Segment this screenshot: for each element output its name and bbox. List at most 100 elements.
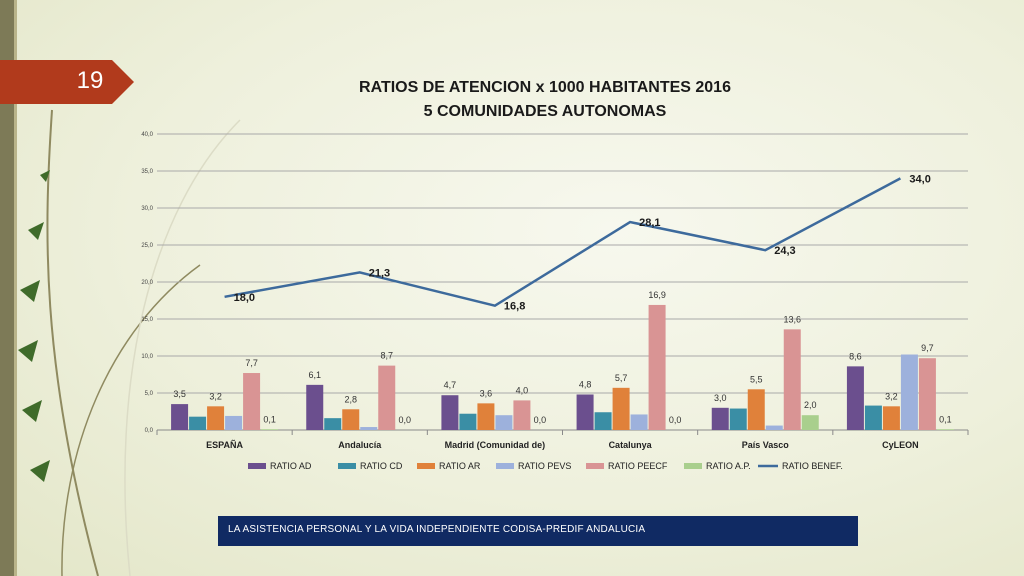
bar: [594, 412, 612, 430]
y-tick-label: 25,0: [141, 243, 153, 249]
bar-data-label: 4,8: [579, 379, 592, 389]
bar: [306, 384, 324, 430]
bar: [630, 414, 648, 430]
bar: [747, 389, 765, 430]
bar-data-label: 8,6: [849, 351, 862, 361]
bar-data-label: 13,6: [783, 314, 801, 324]
line-data-label: 21,3: [369, 267, 390, 279]
line-data-label: 16,8: [504, 301, 525, 313]
bar: [189, 416, 207, 430]
bar-data-label: 5,5: [750, 374, 763, 384]
bar: [360, 427, 378, 430]
legend-swatch: [248, 463, 266, 469]
slide-number-tab: [0, 60, 134, 104]
bar-data-label: 3,2: [885, 391, 898, 401]
y-tick-label: 20,0: [141, 280, 153, 286]
bar: [882, 406, 900, 430]
left-accent-bar: [0, 0, 14, 576]
line-data-label: 18,0: [234, 292, 255, 304]
bar: [342, 409, 360, 430]
y-tick-label: 5,0: [145, 391, 154, 397]
bar: [900, 354, 918, 430]
bar-data-label: 2,0: [804, 400, 817, 410]
y-tick-label: 35,0: [141, 169, 153, 175]
bar: [711, 407, 729, 430]
bar-data-label: 0,0: [669, 415, 682, 425]
category-label: País Vasco: [742, 440, 790, 450]
legend-label: RATIO AD: [270, 461, 312, 471]
y-tick-label: 10,0: [141, 354, 153, 360]
bar: [441, 395, 459, 430]
chart-subtitle: 5 COMUNIDADES AUTONOMAS: [423, 103, 667, 120]
y-tick-label: 40,0: [141, 132, 153, 138]
bar-data-label: 4,7: [444, 380, 457, 390]
bar: [936, 429, 954, 430]
benef-line: [224, 177, 902, 308]
bar: [495, 415, 513, 430]
legend-label: RATIO PEECF: [608, 461, 668, 471]
bar: [648, 304, 666, 430]
category-label: Catalunya: [609, 440, 653, 450]
legend-swatch: [496, 463, 514, 469]
bar: [801, 415, 819, 430]
footer-banner: [218, 516, 858, 546]
category-label: CyLEON: [882, 440, 919, 450]
bar: [765, 425, 783, 430]
bar: [477, 403, 495, 430]
y-tick-label: 30,0: [141, 206, 153, 212]
bar: [513, 400, 531, 430]
bar-data-label: 2,8: [344, 394, 357, 404]
bar: [261, 429, 279, 430]
bar: [378, 365, 396, 430]
y-tick-label: 15,0: [141, 317, 153, 323]
y-tick-label: 0,0: [145, 428, 154, 434]
bar: [864, 405, 882, 430]
bar-data-label: 4,0: [516, 385, 529, 395]
bar: [225, 415, 243, 430]
bar-data-label: 3,2: [209, 391, 222, 401]
bar-data-label: 7,7: [245, 358, 258, 368]
bar: [171, 404, 189, 430]
bar: [729, 408, 747, 430]
bar-line-chart: 0,0 5,0 10,0 15,0 20,0 25,0 30,0 35,0 40,0 ESPAÑA…: [141, 132, 969, 471]
bar-data-label: 3,6: [480, 388, 493, 398]
bar: [918, 358, 936, 430]
legend-swatch: [338, 463, 356, 469]
bar: [243, 373, 261, 430]
category-label: ESPAÑA: [206, 440, 243, 450]
bar-data-label: 3,0: [714, 393, 727, 403]
slide-number: 19: [76, 67, 104, 94]
legend-label: RATIO BENEF.: [782, 461, 843, 471]
bar: [207, 406, 225, 430]
bar: [459, 413, 477, 430]
footer-text: LA ASISTENCIA PERSONAL Y LA VIDA INDEPEN…: [228, 524, 646, 535]
line-data-label: 28,1: [639, 217, 660, 229]
bar-data-label: 0,1: [263, 414, 276, 424]
legend-swatch: [417, 463, 435, 469]
decorative-vines: [18, 109, 241, 576]
legend-swatch: [684, 463, 702, 469]
legend-label: RATIO PEVS: [518, 461, 571, 471]
line-data-label: 34,0: [909, 173, 930, 185]
line-data-label: 24,3: [774, 245, 795, 257]
left-accent-line: [14, 0, 17, 576]
bar: [576, 394, 594, 430]
bar: [783, 329, 801, 430]
bar-data-label: 0,0: [398, 415, 411, 425]
bar-data-label: 0,0: [534, 415, 547, 425]
bar: [846, 366, 864, 430]
legend-label: RATIO CD: [360, 461, 403, 471]
legend-swatch: [586, 463, 604, 469]
bar-data-label: 16,9: [648, 290, 666, 300]
legend-label: RATIO A.P.: [706, 461, 751, 471]
chart-title-block: RATIOS DE ATENCION x 1000 HABITANTES 201…: [300, 76, 790, 124]
bar-data-label: 5,7: [615, 373, 628, 383]
bar: [612, 387, 630, 430]
bar-data-label: 3,5: [173, 389, 186, 399]
bar-data-label: 6,1: [308, 370, 321, 380]
bar-data-label: 0,1: [939, 414, 952, 424]
bar-data-label: 8,7: [380, 351, 393, 361]
bar: [324, 418, 342, 430]
bar-data-label: 9,7: [921, 343, 934, 353]
category-label: Andalucía: [338, 440, 382, 450]
